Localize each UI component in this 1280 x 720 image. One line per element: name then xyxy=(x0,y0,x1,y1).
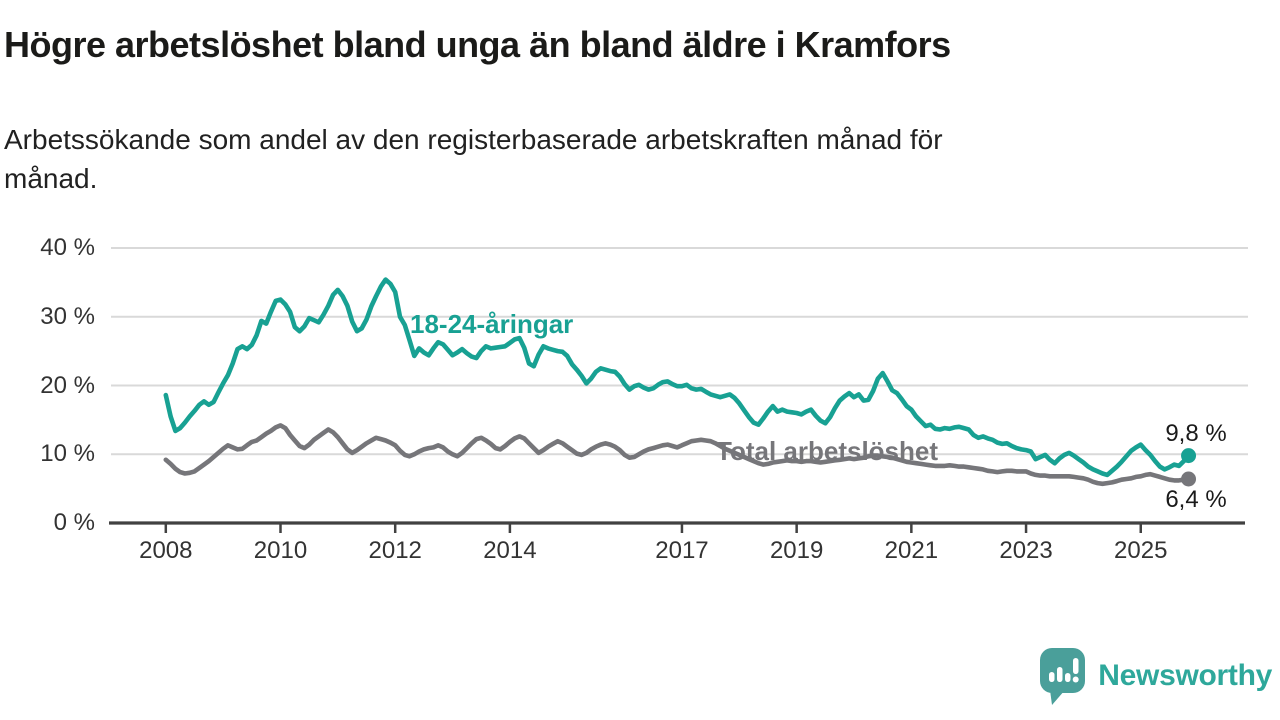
logo-bar-3 xyxy=(1065,673,1071,682)
chart-subtitle: Arbetssökande som andel av den registerb… xyxy=(4,120,1274,198)
y-tick-label: 30 % xyxy=(40,302,95,330)
series-line-total xyxy=(163,423,1191,487)
series-end-dot-youth xyxy=(1181,448,1197,464)
x-tick-label: 2017 xyxy=(655,537,709,564)
x-tick-label: 2012 xyxy=(368,537,422,564)
series-line-youth xyxy=(163,277,1191,478)
series-label-youth: 18-24-åringar xyxy=(410,309,574,339)
x-tick-label: 2008 xyxy=(139,537,193,564)
logo-exclamation-stroke xyxy=(1073,658,1079,674)
x-tick-label: 2023 xyxy=(999,537,1053,564)
y-tick-label: 0 % xyxy=(53,509,95,536)
end-value-label-youth: 9,8 % xyxy=(1165,420,1227,447)
brand-footer: Newsworthy xyxy=(1038,646,1272,706)
subtitle-line-1: Arbetssökande som andel av den registerb… xyxy=(4,124,943,155)
page-title: Högre arbetslöshet bland unga än bland ä… xyxy=(4,24,951,65)
series-end-dot-total xyxy=(1181,471,1197,487)
logo-bar-1 xyxy=(1049,672,1055,682)
x-tick-label: 2014 xyxy=(483,537,537,564)
end-value-label-total: 6,4 % xyxy=(1165,486,1227,513)
logo-exclamation-dot xyxy=(1072,676,1079,683)
logo-bar-2 xyxy=(1057,667,1063,682)
logo-bubble-tail xyxy=(1050,690,1066,705)
x-tick-label: 2019 xyxy=(769,537,824,564)
y-tick-label: 40 % xyxy=(40,234,95,261)
y-tick-label: 10 % xyxy=(40,440,95,468)
x-tick-label: 2010 xyxy=(253,537,308,564)
series-label-total: Total arbetslöshet xyxy=(716,436,939,466)
newsworthy-logo-icon xyxy=(1040,648,1086,705)
subtitle-line-2: månad. xyxy=(4,163,98,194)
y-tick-label: 20 % xyxy=(40,371,95,399)
brand-name: Newsworthy xyxy=(1098,659,1272,692)
x-tick-label: 2021 xyxy=(884,537,939,564)
x-tick-label: 2025 xyxy=(1114,537,1168,564)
